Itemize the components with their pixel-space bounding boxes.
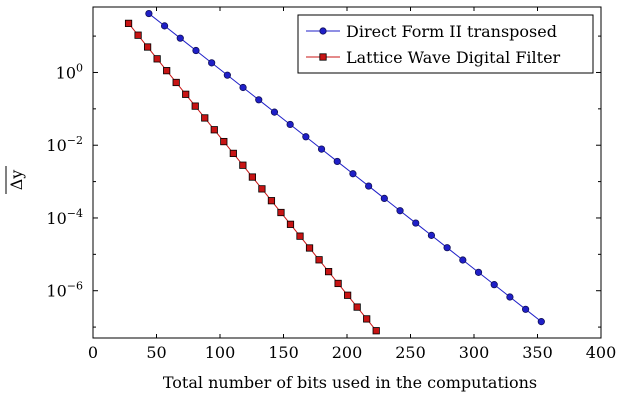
- data-point: [192, 46, 200, 55]
- data-point: [522, 305, 530, 313]
- data-point: [474, 268, 483, 276]
- data-point: [258, 185, 266, 193]
- data-point: [349, 170, 357, 178]
- legend-box: [297, 14, 594, 74]
- x-tick-label: 300: [459, 343, 490, 362]
- data-point: [223, 71, 231, 79]
- data-point: [255, 96, 263, 104]
- data-point: [334, 279, 342, 288]
- data-point: [490, 281, 498, 289]
- x-tick-label: 100: [205, 343, 236, 362]
- data-point: [239, 161, 247, 169]
- x-tick-label: 0: [88, 343, 98, 362]
- data-point: [145, 9, 153, 18]
- data-point: [270, 108, 279, 116]
- data-point: [324, 268, 333, 276]
- data-point: [412, 219, 420, 227]
- data-point: [153, 55, 161, 63]
- x-axis-label: Total number of bits used in the computa…: [163, 373, 537, 392]
- data-point: [144, 43, 152, 51]
- data-point: [443, 244, 451, 252]
- data-point: [172, 78, 180, 87]
- data-point: [229, 149, 237, 158]
- data-point: [333, 157, 341, 166]
- legend-marker: [319, 53, 327, 61]
- data-point: [372, 327, 380, 335]
- x-tick-label: 400: [586, 343, 617, 362]
- data-point: [363, 315, 371, 323]
- data-point: [182, 90, 190, 98]
- data-point: [267, 197, 276, 205]
- data-point: [506, 293, 514, 301]
- data-point: [380, 194, 388, 202]
- data-point: [210, 126, 218, 134]
- data-point: [305, 244, 314, 252]
- y-tick-label: 10−4: [46, 207, 83, 228]
- x-tick-label: 150: [268, 343, 299, 362]
- axes: 0 50 100 150 200 250 300 350 400 100 10−2 10−4 10−6: [46, 7, 616, 362]
- data-point: [537, 318, 545, 326]
- data-point: [220, 137, 228, 146]
- chart-marks: [124, 9, 545, 335]
- data-point: [134, 31, 142, 39]
- data-point: [286, 120, 294, 129]
- data-point: [459, 256, 467, 264]
- data-point: [396, 207, 404, 215]
- data-point: [427, 231, 436, 239]
- data-point: [239, 83, 247, 92]
- legend-label: Direct Form II transposed: [346, 22, 557, 41]
- data-point: [201, 114, 209, 122]
- x-tick-label: 50: [146, 343, 166, 362]
- data-point: [315, 256, 323, 264]
- data-point: [365, 182, 373, 190]
- data-point: [344, 291, 352, 299]
- x-tick-label: 350: [522, 343, 553, 362]
- y-tick-label: 100: [56, 61, 83, 82]
- y-tick-label: 10−2: [46, 134, 83, 155]
- data-point: [286, 220, 295, 228]
- x-tick-label: 200: [332, 343, 363, 362]
- legend-label: Lattice Wave Digital Filter: [346, 48, 561, 67]
- data-point: [317, 145, 326, 153]
- data-point: [163, 67, 171, 75]
- data-point: [191, 102, 199, 110]
- data-point: [353, 303, 361, 311]
- data-point: [277, 208, 285, 217]
- data-point: [302, 133, 310, 141]
- data-point: [176, 34, 184, 42]
- x-tick-label: 250: [395, 343, 426, 362]
- data-point: [160, 22, 169, 30]
- data-point: [248, 173, 256, 181]
- y-axis-label: Δy: [7, 170, 26, 191]
- data-point: [208, 59, 216, 67]
- legend: Direct Form II transposed Lattice Wave Di…: [297, 14, 594, 74]
- data-point: [124, 19, 133, 27]
- y-tick-label: 10−6: [46, 280, 83, 301]
- data-point: [296, 232, 304, 240]
- legend-marker: [319, 27, 327, 35]
